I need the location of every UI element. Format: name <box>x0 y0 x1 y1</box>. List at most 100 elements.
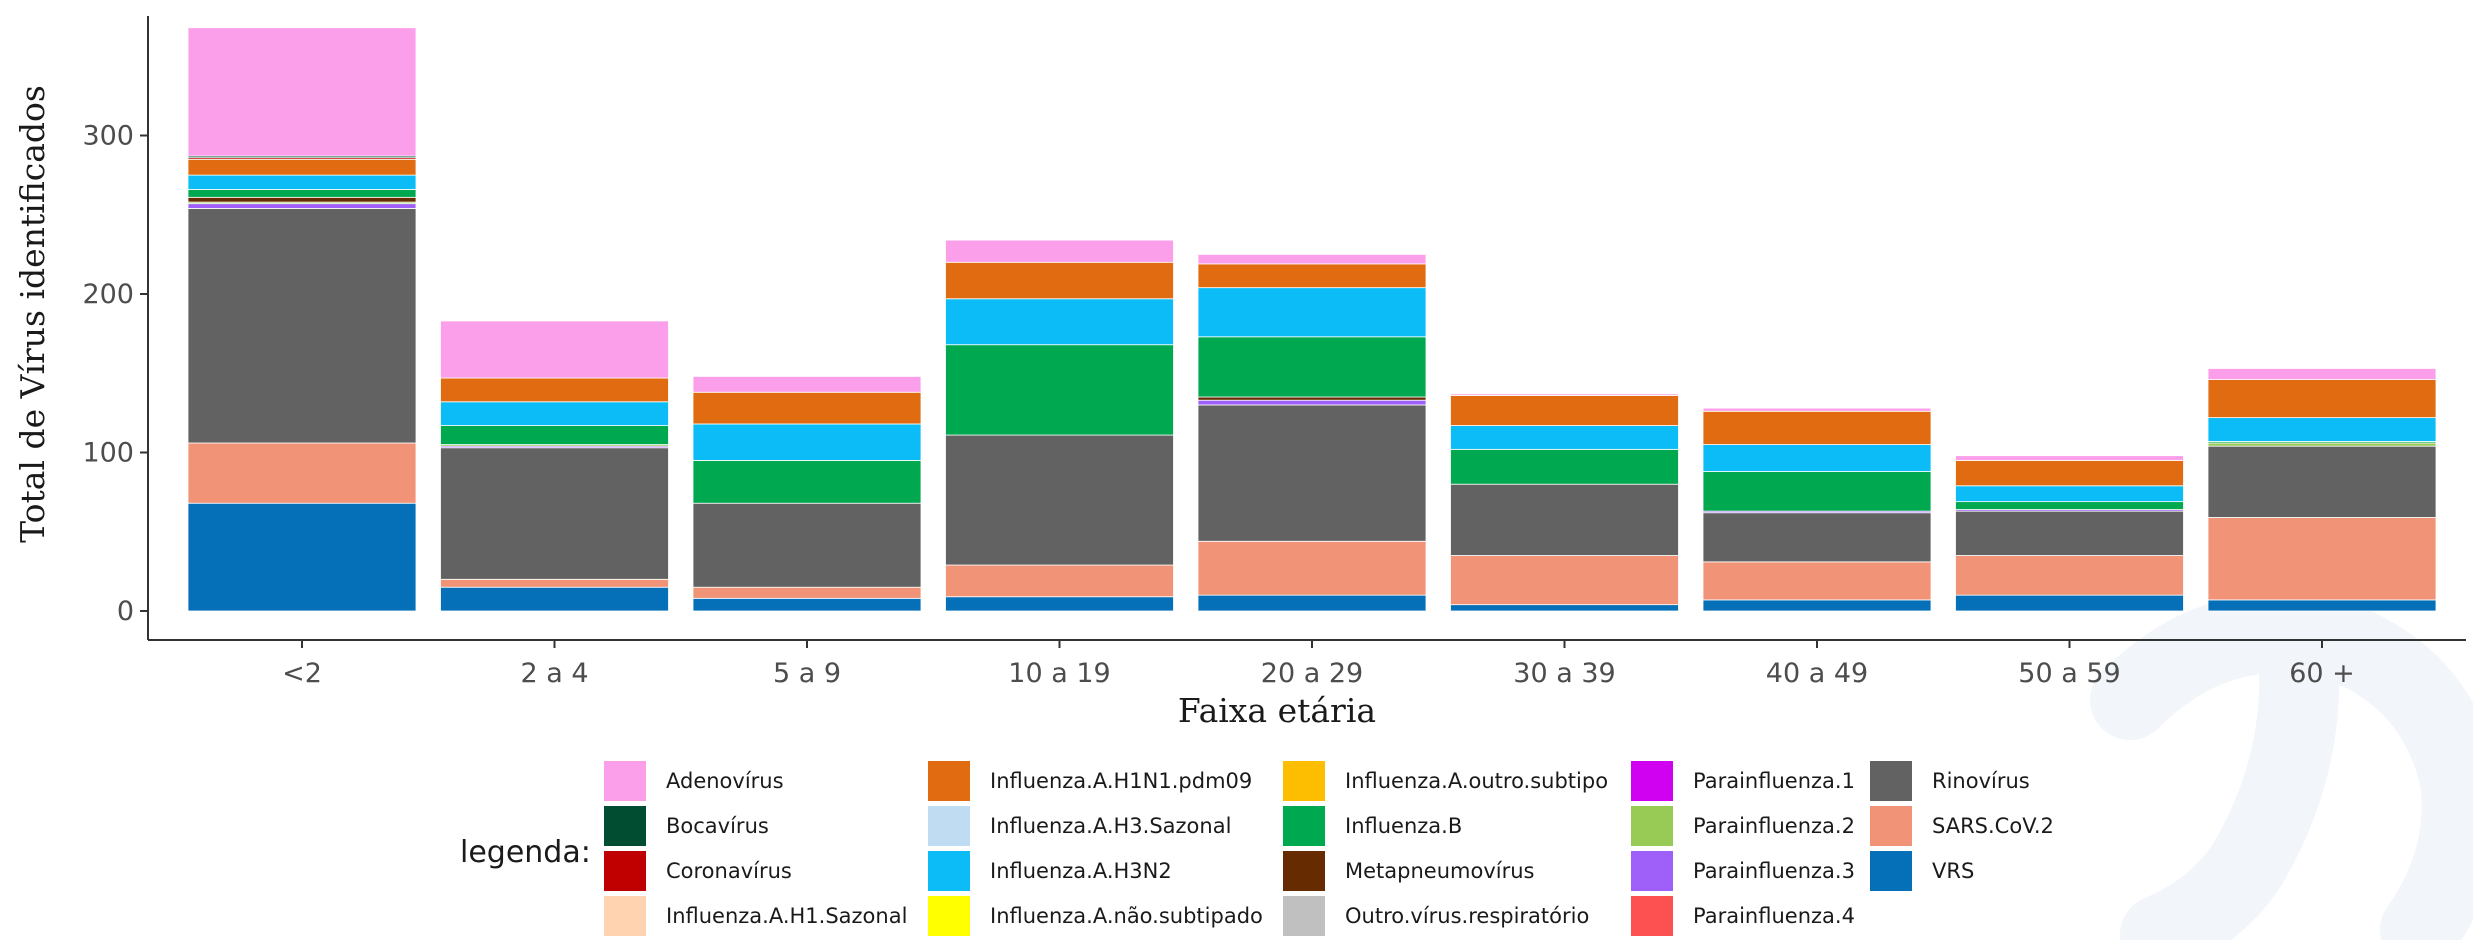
legend-label: Parainfluenza.2 <box>1693 814 1855 838</box>
bar-segment-0-0 <box>187 502 417 612</box>
legend-label: Influenza.A.H3N2 <box>990 859 1172 883</box>
x-tick-label: 2 a 4 <box>520 658 588 689</box>
bar-segment-8-2 <box>2207 445 2437 518</box>
legend-label: Influenza.A.H1N1.pdm09 <box>990 769 1252 793</box>
bar-segment-1-18 <box>440 320 669 379</box>
bar-segment-1-9 <box>440 425 669 445</box>
bar-segment-0-4 <box>187 203 417 209</box>
legend-swatch <box>1283 896 1325 936</box>
bar-segment-8-0 <box>2207 599 2437 612</box>
y-tick-label: 100 <box>82 438 134 469</box>
y-tick-label: 300 <box>82 121 134 152</box>
legend-title: legenda: <box>460 835 591 870</box>
y-tick-label: 0 <box>117 596 134 627</box>
bar-segment-2-9 <box>692 460 922 504</box>
bar-segment-1-12 <box>440 401 669 426</box>
bar-segment-5-2 <box>1450 483 1679 556</box>
bar-segment-2-12 <box>692 423 922 461</box>
bar-segment-5-14 <box>1450 395 1679 426</box>
legend-label: Metapneumovírus <box>1345 859 1534 883</box>
bar-segment-4-12 <box>1197 287 1427 338</box>
legend-swatch <box>928 761 970 801</box>
bar-segment-3-0 <box>945 596 1174 612</box>
bar-segment-5-1 <box>1450 555 1679 606</box>
bar-segment-4-8 <box>1197 396 1427 401</box>
bar-segment-2-2 <box>692 502 922 588</box>
legend-swatch <box>1283 851 1325 891</box>
legend-label: SARS.CoV.2 <box>1932 814 2054 838</box>
x-tick-label: 30 a 39 <box>1513 658 1615 689</box>
legend-label: Parainfluenza.4 <box>1693 904 1855 928</box>
bar-segment-4-2 <box>1197 404 1427 542</box>
legend-swatch <box>1870 761 1912 801</box>
legend-label: Parainfluenza.3 <box>1693 859 1855 883</box>
bar-segment-5-12 <box>1450 425 1679 450</box>
bar-segment-2-18 <box>692 376 922 393</box>
bar-segment-7-1 <box>1955 555 2184 596</box>
bar-segment-7-18 <box>1955 455 2184 461</box>
x-tick-label: 5 a 9 <box>773 658 841 689</box>
bar-segment-5-9 <box>1450 448 1679 485</box>
bar-segment-2-14 <box>692 391 922 425</box>
x-tick-label: 50 a 59 <box>2018 658 2120 689</box>
legend-swatch <box>928 896 970 936</box>
legend-swatch <box>1631 896 1673 936</box>
plot-area <box>187 27 2437 612</box>
legend-label: Coronavírus <box>666 859 792 883</box>
bar-segment-4-14 <box>1197 263 1427 289</box>
background-watermark <box>2090 520 2473 940</box>
bar-segment-6-9 <box>1702 471 1932 512</box>
bar-segment-3-2 <box>945 434 1174 566</box>
bar-segment-7-14 <box>1955 460 2184 487</box>
bar-segment-0-9 <box>187 188 417 198</box>
legend-label: VRS <box>1932 859 1974 883</box>
bar-segment-8-5 <box>2207 442 2437 447</box>
bar-segment-2-1 <box>692 586 922 599</box>
legend-label: Influenza.A.não.subtipado <box>990 904 1263 928</box>
bar-segment-4-18 <box>1197 253 1427 265</box>
legend-swatch <box>928 851 970 891</box>
x-tick-label: <2 <box>282 658 322 689</box>
bar-segment-1-14 <box>440 377 669 403</box>
legend-label: Bocavírus <box>666 814 769 838</box>
bar-segment-8-14 <box>2207 379 2437 419</box>
bar-segment-7-12 <box>1955 485 2184 503</box>
bar-segment-4-9 <box>1197 336 1427 398</box>
legend-swatch <box>928 806 970 846</box>
bar-segment-0-8 <box>187 196 417 203</box>
bar-segment-6-18 <box>1702 407 1932 412</box>
bar-segment-5-0 <box>1450 604 1679 612</box>
x-tick-label: 60 + <box>2289 658 2355 689</box>
bar-segment-0-1 <box>187 442 417 504</box>
bar-segment-1-0 <box>440 586 669 612</box>
legend-swatch <box>1631 761 1673 801</box>
legend: legenda: Adenovírus Bocavírus Coronavírus I… <box>460 761 2054 936</box>
legend-swatch <box>604 806 646 846</box>
bar-segment-6-0 <box>1702 599 1932 612</box>
x-tick-label: 20 a 29 <box>1261 658 1363 689</box>
x-tick-label: 10 a 19 <box>1008 658 1110 689</box>
bar-segment-0-12 <box>187 174 417 190</box>
bar-segment-8-12 <box>2207 417 2437 442</box>
bar-segment-6-14 <box>1702 410 1932 445</box>
bar-segment-6-12 <box>1702 444 1932 472</box>
bar-segment-0-14 <box>187 158 417 176</box>
legend-label: Influenza.B <box>1345 814 1462 838</box>
bar-segment-7-0 <box>1955 594 2184 612</box>
legend-label: Influenza.A.H3.Sazonal <box>990 814 1231 838</box>
x-tick-label: 40 a 49 <box>1766 658 1868 689</box>
bar-segment-3-1 <box>945 564 1174 598</box>
y-tick-label: 200 <box>82 279 134 310</box>
legend-label: Adenovírus <box>666 769 784 793</box>
x-axis-title: Faixa etária <box>1178 691 1376 730</box>
bar-segment-2-0 <box>692 597 922 612</box>
bar-segment-8-18 <box>2207 368 2437 380</box>
bar-segment-1-2 <box>440 447 669 580</box>
axes: <2 2 a 4 5 a 9 10 a 19 20 a 29 30 a 39 40 a 49… <box>82 16 2466 689</box>
legend-swatch <box>1870 806 1912 846</box>
bar-segment-0-2 <box>187 208 417 444</box>
bar-segment-5-18 <box>1450 393 1679 396</box>
legend-label: Rinovírus <box>1932 769 2030 793</box>
bar-segment-6-2 <box>1702 512 1932 563</box>
legend-swatch <box>1631 851 1673 891</box>
